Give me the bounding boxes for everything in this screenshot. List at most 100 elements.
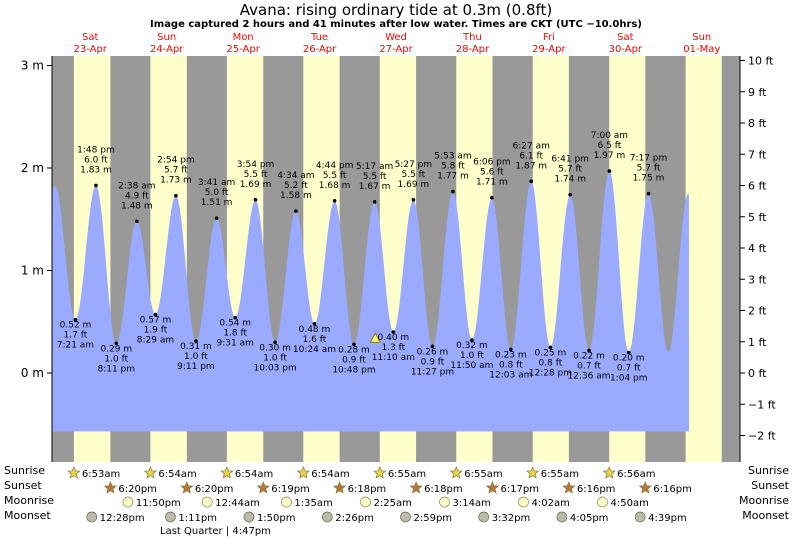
extreme-ft: 1.0 ft (104, 354, 128, 364)
right-tick-label: 2 ft (748, 305, 767, 318)
extreme-dot (294, 209, 298, 213)
moonset-time: 1:11pm (178, 513, 217, 524)
extreme-time: 7:00 am (591, 131, 628, 141)
extreme-m: 0.28 m (338, 345, 370, 355)
extreme-time: 3:54 pm (237, 160, 275, 170)
sunrise-marker: 6:54am (220, 466, 273, 480)
extreme-dot (411, 197, 416, 202)
extreme-m: 0.26 m (417, 347, 449, 357)
sunset-marker: 6:19pm (256, 481, 310, 495)
extreme-dot (509, 347, 513, 352)
extreme-ft: 1.7 ft (64, 331, 88, 341)
extreme-ft: 6.1 ft (519, 151, 543, 161)
moonrise-icon (360, 496, 371, 508)
extreme-time: 11:10 am (372, 353, 415, 363)
moonset-marker: 4:39pm (634, 511, 687, 524)
extreme-m: 0.23 m (495, 350, 527, 360)
sunset-marker: 6:16pm (562, 481, 615, 495)
moonrise-time: 11:50pm (136, 498, 181, 509)
extreme-time: 4:44 pm (316, 161, 354, 171)
extreme-dot (332, 199, 337, 203)
moonrise-time: 1:35am (294, 498, 332, 509)
sunrise-time: 6:53am (82, 469, 120, 480)
sunset-time: 6:16pm (653, 484, 692, 495)
tide-extreme-high: 1:48 pm6.0 ft1.83 m (77, 145, 115, 188)
tide-extreme-low: 0.29 m1.0 ft8:11 pm (97, 341, 135, 374)
extreme-m: 1.69 m (398, 180, 430, 190)
moonset-marker: 4:05pm (556, 511, 608, 524)
tide-extreme-high: 6:06 pm5.6 ft1.71 m (473, 158, 511, 200)
extreme-m: 0.22 m (573, 351, 605, 361)
tide-extreme-high: 2:54 pm5.7 ft1.73 m (157, 156, 195, 198)
right-tick-label: 10 ft (748, 55, 774, 68)
day-header-labels: Sat23-AprSun24-AprMon25-AprTue26-AprWed2… (74, 32, 721, 55)
tide-extreme-low: 0.31 m1.0 ft9:11 pm (177, 339, 215, 372)
moonrise-marker: 1:35am (281, 496, 333, 509)
extreme-ft: 5.7 ft (637, 164, 661, 174)
moonrise-marker: 4:02am (518, 496, 570, 509)
extreme-dot (490, 195, 494, 200)
right-tick-label: −1 ft (748, 398, 776, 411)
moonrise-icon (518, 496, 529, 508)
extreme-m: 1.77 m (437, 172, 469, 182)
right-tick-label: 4 ft (748, 242, 767, 255)
legend-sunrise-right: Sunrise (748, 464, 789, 477)
sunrise-marker: 6:55am (526, 466, 579, 480)
day-date: 30-Apr (609, 44, 643, 55)
right-tick-label: 7 ft (748, 148, 767, 161)
day-date: 25-Apr (226, 44, 260, 55)
extreme-time: 11:50 am (450, 361, 493, 371)
extreme-m: 1.83 m (80, 165, 112, 175)
extreme-ft: 0.8 ft (539, 358, 563, 368)
extreme-m: 0.57 m (140, 316, 172, 326)
extreme-time: 2:38 am (118, 181, 155, 191)
extreme-time: 12:36 am (567, 371, 610, 381)
extreme-dot (451, 189, 455, 194)
left-tick-label: 3 m (21, 59, 44, 73)
tide-extreme-high: 5:27 pm5.5 ft1.69 m (395, 160, 432, 202)
extreme-dot (73, 317, 78, 322)
extreme-ft: 1.9 ft (144, 326, 168, 336)
sunrise-time: 6:55am (541, 469, 579, 480)
tide-extreme-high: 6:27 am6.1 ft1.87 m (513, 141, 550, 184)
legend-moonset-left: Moonset (4, 509, 51, 522)
sunset-icon (562, 481, 576, 494)
extreme-ft: 5.5 ft (244, 170, 268, 180)
extreme-time: 12:28 pm (529, 368, 572, 378)
day-date: 27-Apr (379, 44, 413, 55)
sunrise-icon (449, 466, 463, 479)
moonrise-icon (281, 496, 292, 508)
day-name: Thu (462, 32, 482, 43)
moonset-marker: 1:11pm (165, 511, 217, 524)
moonset-time: 2:59pm (413, 513, 452, 524)
extreme-ft: 1.0 ft (460, 351, 484, 361)
extreme-m: 0.29 m (100, 344, 132, 354)
moon-phase-label: Last Quarter | 4:47pm (160, 526, 271, 537)
extreme-m: 1.67 m (359, 182, 391, 192)
extreme-m: 0.31 m (180, 342, 212, 352)
extreme-time: 3:41 am (198, 178, 235, 188)
tide-extreme-high: 4:44 pm5.5 ft1.68 m (316, 161, 354, 203)
day-name: Tue (310, 32, 328, 43)
extreme-time: 1:48 pm (77, 145, 115, 155)
sunset-time: 6:19pm (271, 484, 310, 495)
tide-water-area (52, 171, 689, 432)
right-tick-label: −2 ft (748, 430, 776, 443)
extreme-dot (430, 344, 435, 349)
sunset-marker: 6:17pm (485, 481, 539, 495)
daylight-band (685, 56, 722, 462)
tide-extreme-high: 5:53 am5.8 ft1.77 m (434, 152, 472, 194)
sunrise-time: 6:55am (388, 469, 426, 480)
sunset-time: 6:18pm (348, 484, 387, 495)
extreme-m: 1.97 m (594, 151, 626, 161)
sunrise-marker: 6:56am (602, 466, 656, 480)
day-date: 24-Apr (150, 44, 184, 55)
extreme-m: 1.51 m (201, 198, 233, 208)
sunset-marker: 6:16pm (638, 481, 692, 495)
sunrise-marker: 6:53am (67, 466, 120, 480)
left-tick-label: 1 m (21, 264, 44, 278)
extreme-ft: 5.7 ft (558, 165, 582, 175)
tide-extreme-high: 2:38 am4.9 ft1.48 m (118, 181, 156, 224)
